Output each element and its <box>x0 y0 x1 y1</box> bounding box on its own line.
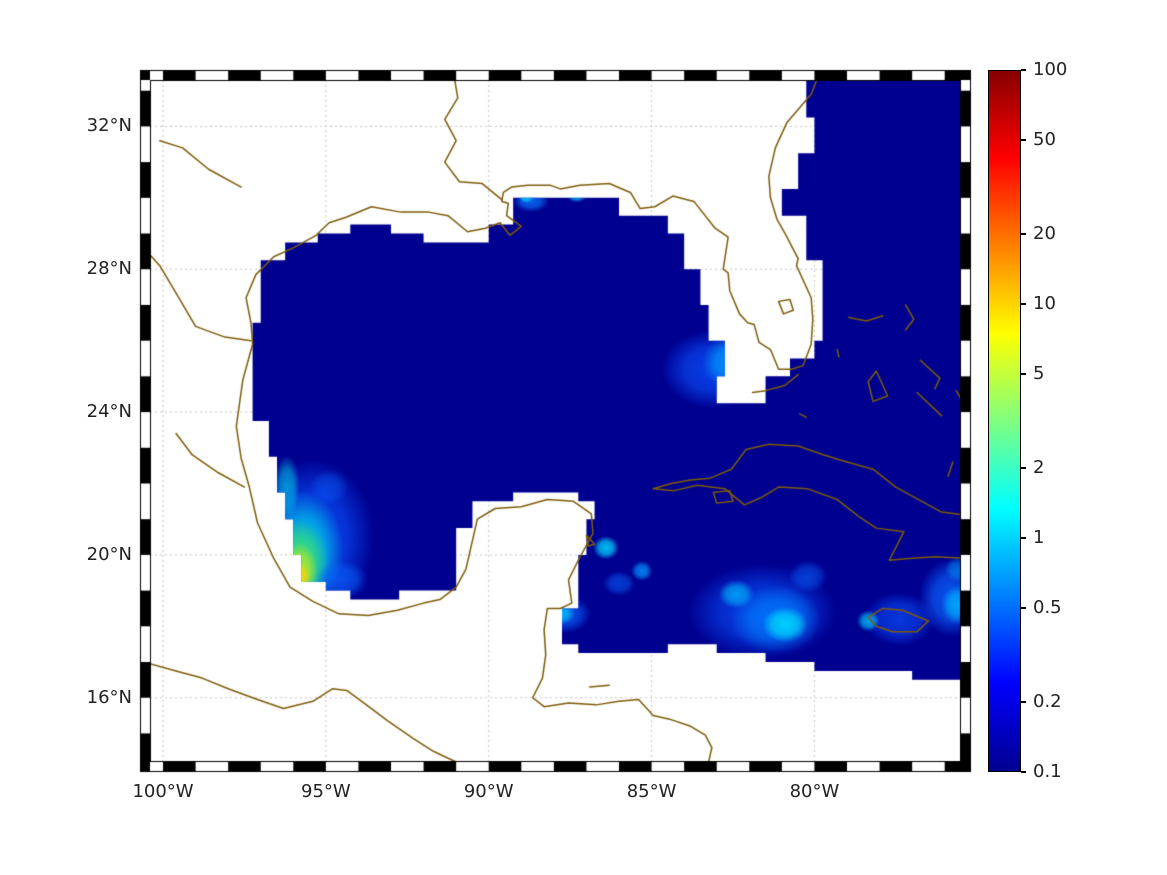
y-tick-label: 28°N <box>86 258 132 280</box>
colorbar-tick-label: 0.2 <box>1033 690 1062 712</box>
colorbar-tick-label: 2 <box>1033 456 1045 478</box>
y-tick-label: 16°N <box>86 686 132 708</box>
colorbar-tick-label: 50 <box>1033 129 1056 151</box>
colorbar-tick-mark <box>1021 771 1026 773</box>
colorbar-tick-label: 100 <box>1033 59 1068 80</box>
x-tick-label: 100°W <box>132 781 194 802</box>
colorbar-tick-mark <box>1021 303 1026 305</box>
colorbar-tick-mark <box>1021 607 1026 610</box>
colorbar-tick-mark <box>1021 700 1026 703</box>
colorbar-tick-label: 5 <box>1033 363 1045 385</box>
x-tick-label: 90°W <box>463 781 514 802</box>
colorbar-tick-label: 0.5 <box>1033 597 1062 619</box>
x-tick-label: 95°W <box>301 781 351 802</box>
y-tick-label: 20°N <box>86 543 132 565</box>
colorbar-tick-mark <box>1021 466 1026 469</box>
colorbar-tick-label: 1 <box>1033 527 1045 548</box>
colorbar-tick-mark <box>1021 69 1026 71</box>
y-tick-label: 24°N <box>86 401 132 423</box>
y-tick-label: 32°N <box>86 115 132 137</box>
x-tick-label: 80°W <box>789 781 840 802</box>
colorbar <box>988 70 1021 772</box>
colorbar-tick-label: 0.1 <box>1033 761 1062 782</box>
colorbar-tick-mark <box>1021 373 1026 376</box>
colorbar-tick-mark <box>1021 139 1026 142</box>
x-tick-label: 85°W <box>626 781 677 802</box>
colorbar-tick-label: 20 <box>1033 222 1056 244</box>
colorbar-tick-mark <box>1021 537 1026 539</box>
colorbar-tick-mark <box>1021 232 1026 235</box>
colorbar-tick-label: 10 <box>1033 293 1056 314</box>
